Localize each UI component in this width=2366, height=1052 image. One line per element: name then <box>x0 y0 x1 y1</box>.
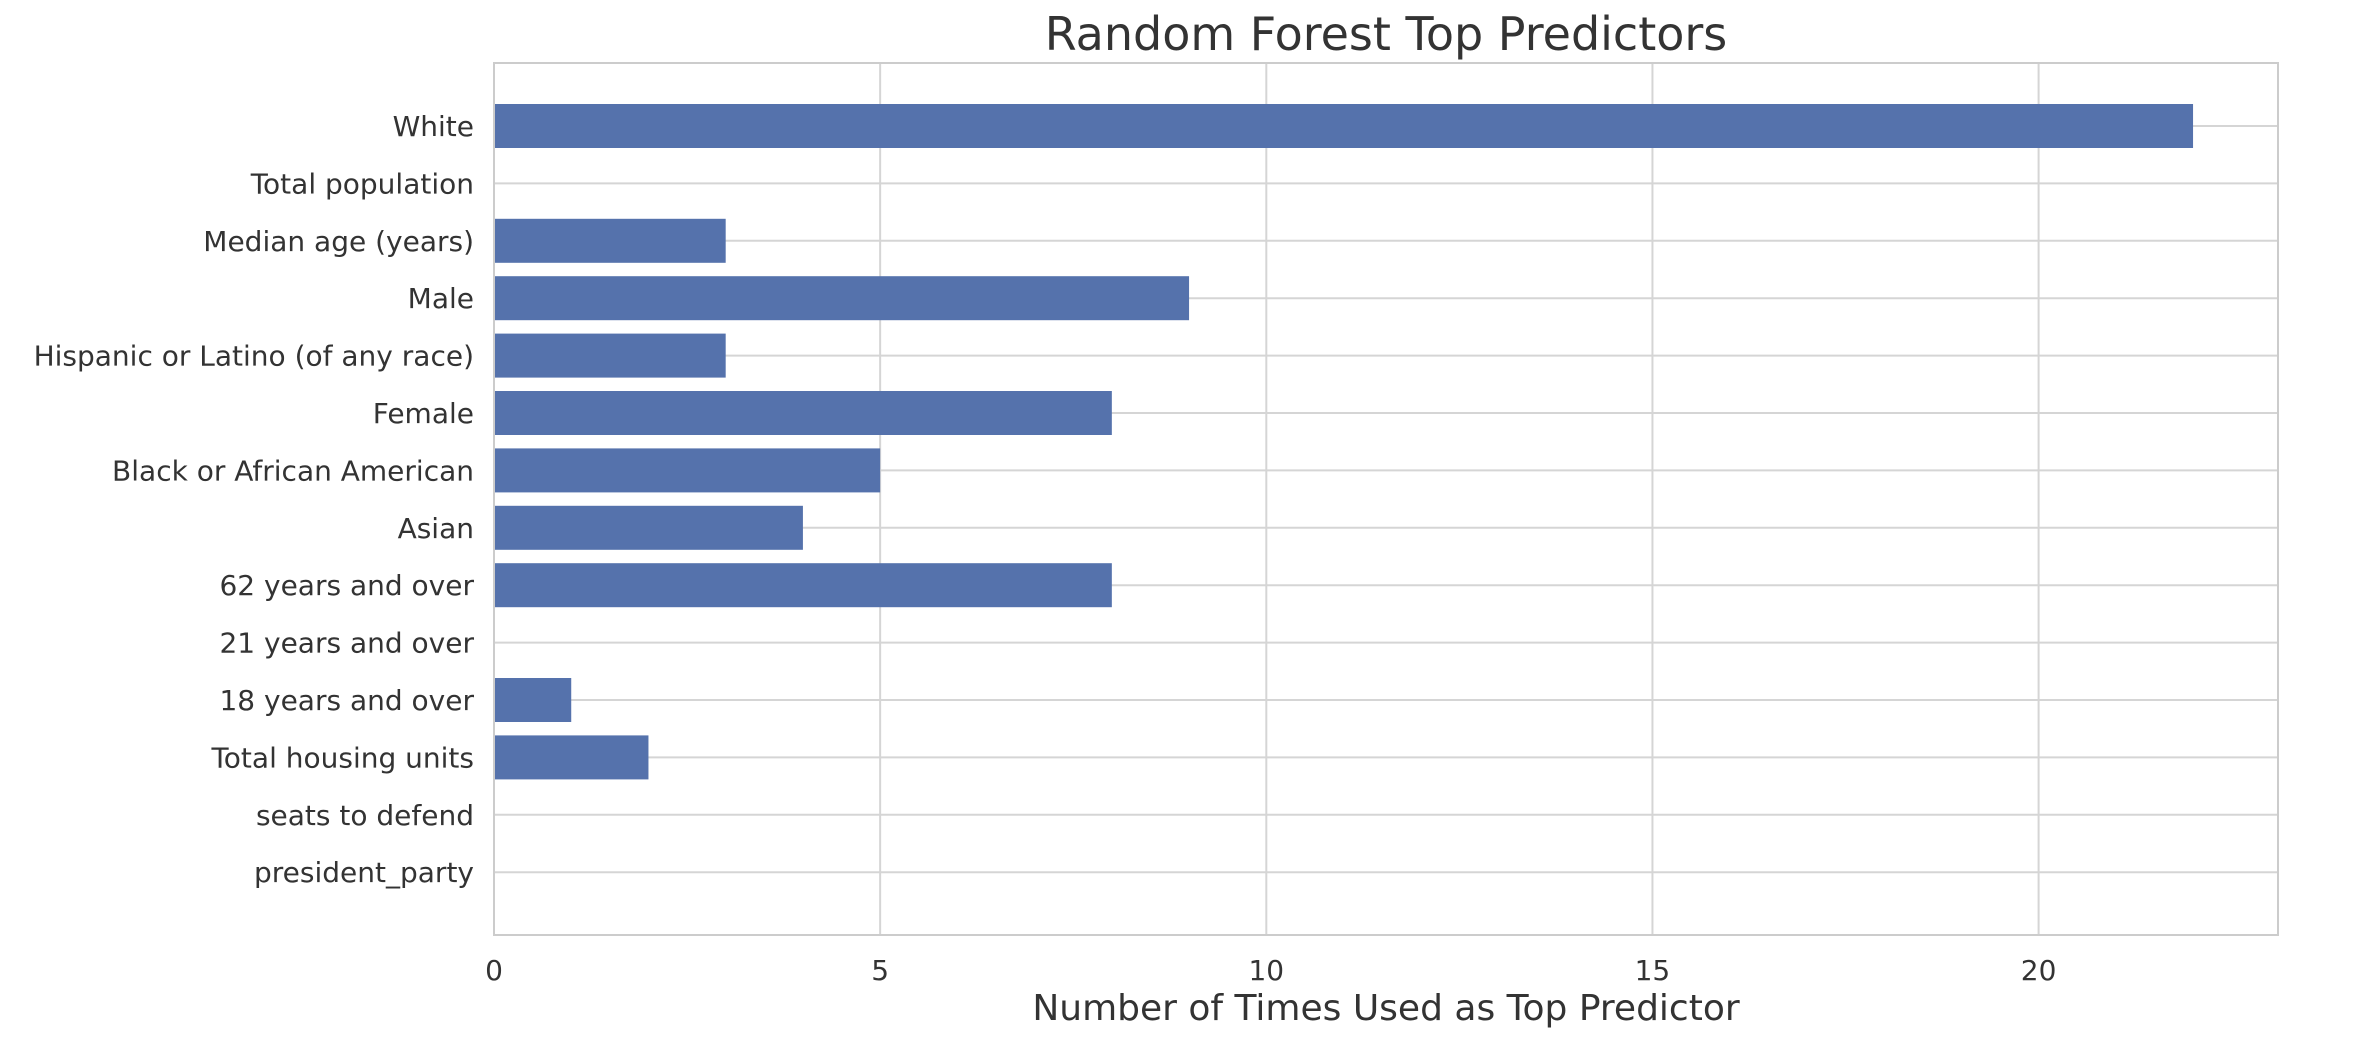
category-label: Female <box>373 397 474 430</box>
category-label: president_party <box>254 856 474 889</box>
category-label: 62 years and over <box>219 569 474 602</box>
category-labels: White Total population Median age (years) M… <box>34 110 475 889</box>
x-tick-label: 10 <box>1248 954 1284 987</box>
chart-title: Random Forest Top Predictors <box>1045 7 1728 61</box>
category-label: Total housing units <box>210 741 474 774</box>
category-label: Male <box>408 282 474 315</box>
x-axis-label: Number of Times Used as Top Predictor <box>1032 988 1740 1029</box>
bar <box>494 448 881 493</box>
bars <box>494 104 2194 780</box>
bar <box>494 505 803 550</box>
x-tick-label: 15 <box>1635 954 1671 987</box>
category-label: Median age (years) <box>203 225 474 258</box>
category-label: Hispanic or Latino (of any race) <box>34 340 474 373</box>
bar <box>494 276 1190 321</box>
plot-frame <box>493 62 2279 936</box>
x-tick-labels: 0 5 10 15 20 <box>485 954 2056 987</box>
category-label: seats to defend <box>256 799 474 832</box>
bar <box>494 333 726 378</box>
x-tick-label: 0 <box>485 954 503 987</box>
category-label: Total population <box>250 167 474 200</box>
bar <box>494 735 649 780</box>
bar <box>494 104 2194 148</box>
category-label: White <box>393 110 474 143</box>
category-label: 18 years and over <box>219 684 474 717</box>
bar <box>494 391 1112 435</box>
grid <box>493 63 2278 935</box>
bar <box>494 678 572 722</box>
x-tick-label: 20 <box>2021 954 2057 987</box>
category-label: Black or African American <box>112 454 474 487</box>
bar <box>494 218 726 263</box>
bar <box>494 563 1112 608</box>
x-tick-label: 5 <box>871 954 889 987</box>
category-label: 21 years and over <box>219 627 474 660</box>
category-label: Asian <box>398 512 474 545</box>
